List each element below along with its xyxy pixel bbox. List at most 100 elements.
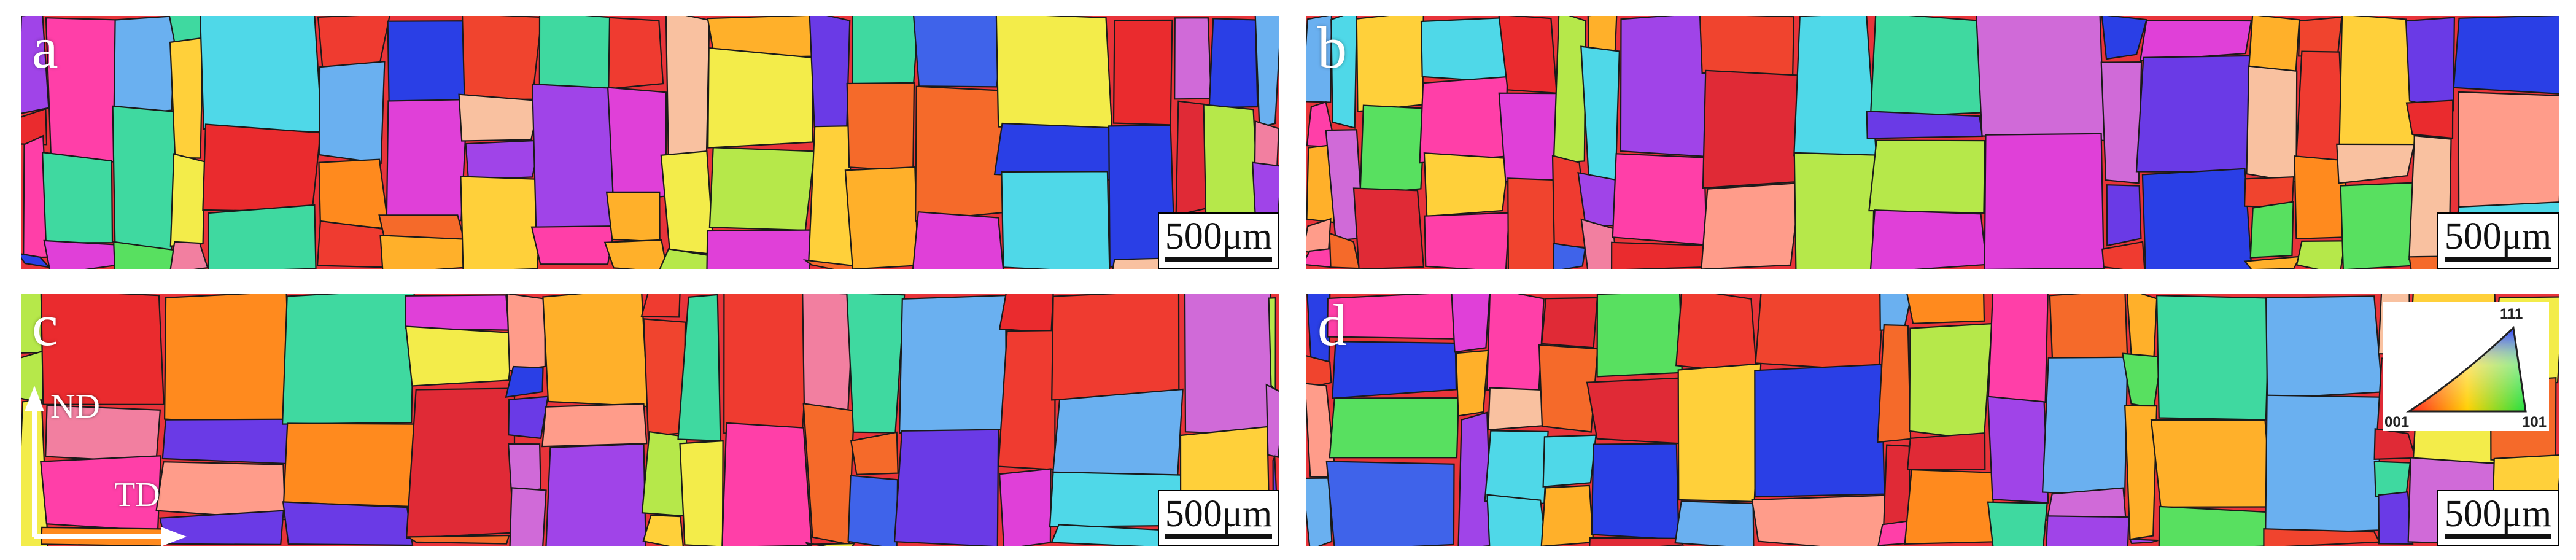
grain xyxy=(1909,322,1993,441)
grain xyxy=(1755,294,1885,372)
grain xyxy=(405,325,514,387)
grain xyxy=(386,99,468,222)
grain xyxy=(846,82,915,172)
grain xyxy=(541,403,648,448)
grain xyxy=(1596,294,1683,378)
grain xyxy=(200,16,323,133)
grain xyxy=(898,295,1007,434)
grain xyxy=(2141,168,2252,269)
grain xyxy=(161,418,290,465)
grain xyxy=(208,204,317,269)
ipf-label-001: 001 xyxy=(2384,414,2410,430)
grain xyxy=(406,534,510,545)
ebsd-panel-a: a 500μm xyxy=(21,16,1279,269)
grain xyxy=(1976,16,2105,141)
grain xyxy=(2295,240,2346,269)
grain xyxy=(508,395,549,440)
grain xyxy=(707,47,814,149)
grain xyxy=(708,147,816,231)
grain xyxy=(169,241,209,269)
ipf-label-101: 101 xyxy=(2522,414,2547,430)
grain xyxy=(2405,99,2454,139)
grain xyxy=(2249,201,2294,259)
ipf-triangle-icon xyxy=(2405,325,2527,413)
grain xyxy=(113,16,176,116)
grain xyxy=(1306,477,1333,546)
grain-map-c xyxy=(21,294,1279,546)
grain xyxy=(1254,16,1279,128)
scale-bar-a: 500μm xyxy=(1158,212,1279,269)
grain xyxy=(1906,432,1986,470)
grain xyxy=(2298,16,2343,57)
grain xyxy=(642,514,684,546)
grain xyxy=(913,16,1004,88)
grain xyxy=(545,443,646,546)
grain xyxy=(1591,443,1680,540)
grain xyxy=(1330,16,1358,129)
ipf-color-key: 111 001 101 xyxy=(2383,302,2549,431)
grain xyxy=(155,461,286,521)
grain xyxy=(2338,16,2416,149)
grain xyxy=(282,422,416,507)
grain xyxy=(1541,297,1598,349)
grain xyxy=(281,294,415,425)
scale-bar-line-b xyxy=(2445,257,2551,262)
scale-bar-line-d xyxy=(2445,534,2551,539)
panel-label-d: d xyxy=(1317,294,1347,358)
grain xyxy=(2124,405,2158,540)
grain xyxy=(723,294,812,434)
grain xyxy=(2453,16,2559,95)
grain xyxy=(542,294,649,408)
ipf-label-111: 111 xyxy=(2500,306,2523,322)
grain xyxy=(1906,294,1985,324)
grain xyxy=(2265,394,2381,535)
grain xyxy=(1356,16,1424,112)
grain xyxy=(1507,177,1559,269)
scale-bar-label-a: 500μm xyxy=(1165,216,1273,257)
grain xyxy=(608,17,664,90)
scale-bar-label-d: 500μm xyxy=(2444,493,2552,535)
grain xyxy=(282,501,414,546)
grain xyxy=(607,87,667,204)
grain xyxy=(1984,133,2105,269)
grain xyxy=(1484,430,1549,504)
grain xyxy=(1306,16,1332,103)
grain xyxy=(721,422,813,546)
grain xyxy=(379,235,469,269)
grain xyxy=(202,123,322,213)
grain xyxy=(1451,294,1491,353)
grain xyxy=(1553,243,1586,269)
grain xyxy=(1359,104,1426,196)
grain xyxy=(998,329,1056,471)
grain xyxy=(1486,494,1547,546)
grain xyxy=(1208,18,1259,109)
grain xyxy=(1332,341,1457,399)
grain xyxy=(1325,461,1455,546)
grain xyxy=(2046,515,2130,546)
grain xyxy=(1540,484,1594,546)
grain xyxy=(1420,17,1509,84)
grain xyxy=(1701,182,1801,269)
grain xyxy=(387,20,468,106)
grain xyxy=(2243,255,2302,269)
grain xyxy=(163,294,292,428)
grain xyxy=(458,93,541,142)
grain xyxy=(317,16,390,68)
panel-label-c: c xyxy=(32,294,58,358)
grain xyxy=(2126,294,2158,365)
grain xyxy=(169,37,204,159)
grain xyxy=(1987,294,2049,403)
scale-bar-d: 500μm xyxy=(2437,490,2559,546)
grain xyxy=(41,526,163,546)
grain xyxy=(1869,209,1987,269)
scale-bar-label-b: 500μm xyxy=(2444,216,2552,257)
grain xyxy=(1883,444,1911,528)
grain xyxy=(1586,377,1685,445)
grain xyxy=(1553,16,1587,164)
ebsd-panel-c: c ND TD 500μm xyxy=(21,294,1279,546)
grain xyxy=(846,294,906,434)
grain xyxy=(21,107,48,146)
grain xyxy=(2248,16,2300,73)
grain xyxy=(43,239,122,269)
grain xyxy=(2458,91,2559,208)
